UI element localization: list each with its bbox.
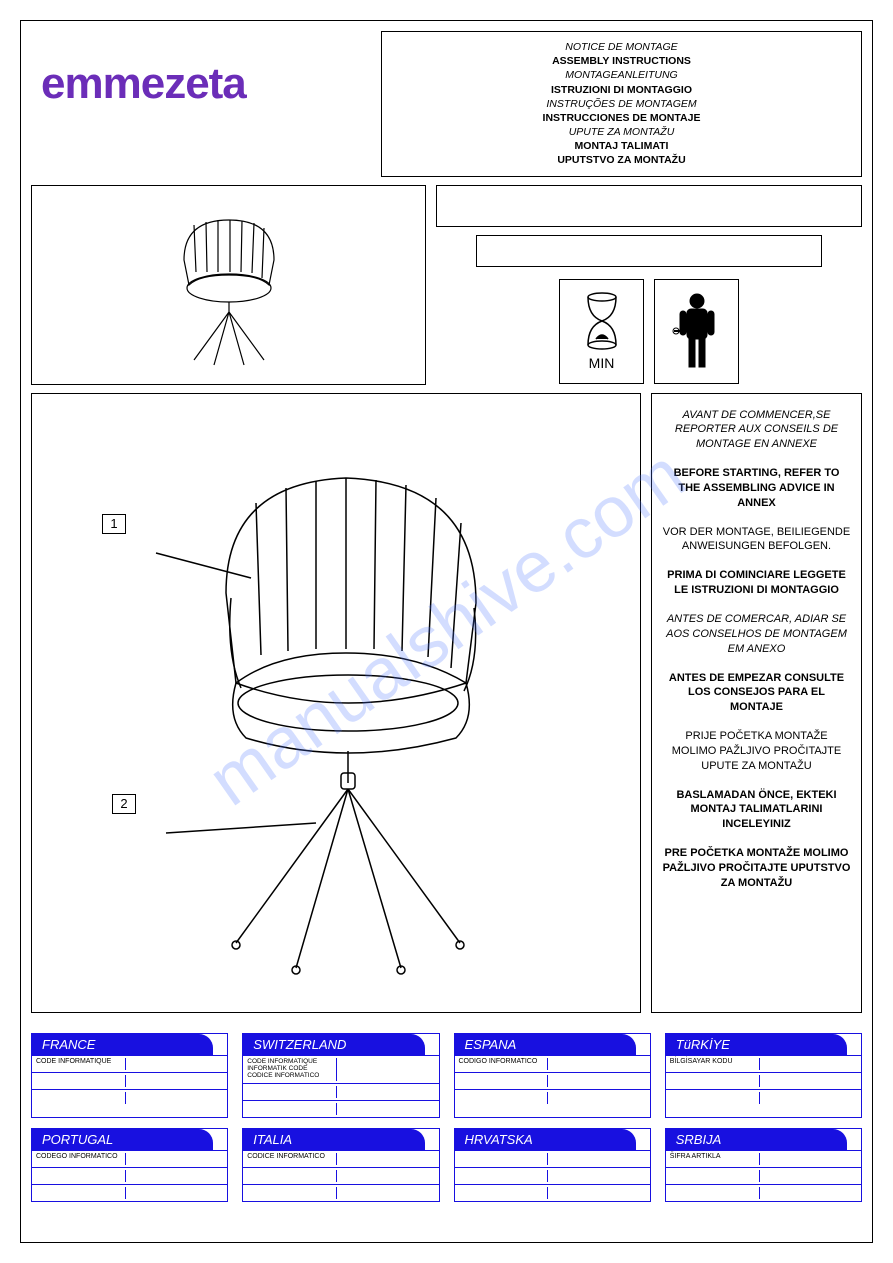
exploded-diagram: 1 2 xyxy=(31,393,641,1013)
country-box-italia: ITALIA CODICE INFORMATICO xyxy=(242,1128,439,1202)
country-name: SRBIJA xyxy=(666,1129,847,1150)
time-icon-cell: MIN xyxy=(559,279,644,384)
advice-panel: AVANT DE COMMENCER,SE REPORTER AUX CONSE… xyxy=(651,393,862,1013)
country-box-portugal: PORTUGAL CODEGO INFORMATICO xyxy=(31,1128,228,1202)
country-name: ITALIA xyxy=(243,1129,424,1150)
info-column: MIN xyxy=(436,185,862,385)
instr-line: UPUTE ZA MONTAŽU xyxy=(392,125,851,139)
country-box-switzerland: SWITZERLAND CODE INFORMATIQUE INFORMATIK… xyxy=(242,1033,439,1118)
code-label: CODICE INFORMATICO xyxy=(247,1153,337,1165)
advice-line: VOR DER MONTAGE, BEILIEGENDE ANWEISUNGEN… xyxy=(662,525,851,555)
advice-line: ANTES DE EMPEZAR CONSULTE LOS CONSEJOS P… xyxy=(662,671,851,716)
preview-row: MIN xyxy=(31,185,862,385)
advice-line: BASLAMADAN ÖNCE, EKTEKI MONTAJ TALIMATLA… xyxy=(662,788,851,833)
instr-line: INSTRUÇÕES DE MONTAGEM xyxy=(392,97,851,111)
instructions-title-box: NOTICE DE MONTAGE ASSEMBLY INSTRUCTIONS … xyxy=(381,31,862,177)
person-icon-cell xyxy=(654,279,739,384)
code-label: CODEGO INFORMATICO xyxy=(36,1153,126,1165)
callout-2: 2 xyxy=(112,794,136,814)
blank-field-2 xyxy=(476,235,822,267)
callout-1: 1 xyxy=(102,514,126,534)
min-label: MIN xyxy=(589,355,615,371)
instr-line: MONTAJ TALIMATI xyxy=(392,139,851,153)
instr-line: INSTRUCCIONES DE MONTAJE xyxy=(392,111,851,125)
instr-line: ISTRUZIONI DI MONTAGGIO xyxy=(392,83,851,97)
main-row: 1 2 xyxy=(31,393,862,1013)
instr-line: NOTICE DE MONTAGE xyxy=(392,40,851,54)
code-label xyxy=(459,1153,549,1165)
logo-box: emmezeta xyxy=(31,31,371,136)
product-preview xyxy=(31,185,426,385)
advice-line: ANTES DE COMERCAR, ADIAR SE AOS CONSELHO… xyxy=(662,612,851,657)
advice-line: PRE POČETKA MONTAŽE MOLIMO PAŽLJIVO PROČ… xyxy=(662,846,851,891)
advice-line: PRIMA DI COMINCIARE LEGGETE LE ISTRUZION… xyxy=(662,568,851,598)
country-name: PORTUGAL xyxy=(32,1129,213,1150)
country-box-turkiye: TüRKİYE BİLGİSAYAR KODU xyxy=(665,1033,862,1118)
code-label: ŠIFRA ARTIKLA xyxy=(670,1153,760,1165)
country-box-srbija: SRBIJA ŠIFRA ARTIKLA xyxy=(665,1128,862,1202)
advice-line: BEFORE STARTING, REFER TO THE ASSEMBLING… xyxy=(662,466,851,511)
header-row: emmezeta NOTICE DE MONTAGE ASSEMBLY INST… xyxy=(31,31,862,177)
hourglass-icon xyxy=(582,291,622,351)
code-label: CODE INFORMATIQUE xyxy=(36,1058,126,1070)
code-label: CODIGO INFORMATICO xyxy=(459,1058,549,1070)
country-name: FRANCE xyxy=(32,1034,213,1055)
spec-icons: MIN xyxy=(436,279,862,384)
instr-line: UPUTSTVO ZA MONTAŽU xyxy=(392,153,851,167)
country-name: HRVATSKA xyxy=(455,1129,636,1150)
code-label: BİLGİSAYAR KODU xyxy=(670,1058,760,1070)
brand-logo: emmezeta xyxy=(41,59,246,109)
advice-line: AVANT DE COMMENCER,SE REPORTER AUX CONSE… xyxy=(662,408,851,453)
country-grid: FRANCE CODE INFORMATIQUE SWITZERLAND COD… xyxy=(31,1033,862,1202)
blank-field-1 xyxy=(436,185,862,227)
code-label: CODE INFORMATIQUE INFORMATIK CODE CODICE… xyxy=(247,1058,337,1081)
country-box-espana: ESPANA CODIGO INFORMATICO xyxy=(454,1033,651,1118)
instr-line: ASSEMBLY INSTRUCTIONS xyxy=(392,54,851,68)
page-frame: emmezeta NOTICE DE MONTAGE ASSEMBLY INST… xyxy=(20,20,873,1243)
country-box-france: FRANCE CODE INFORMATIQUE xyxy=(31,1033,228,1118)
chair-small-icon xyxy=(154,200,304,370)
country-name: ESPANA xyxy=(455,1034,636,1055)
country-name: TüRKİYE xyxy=(666,1034,847,1055)
advice-line: PRIJE POČETKA MONTAŽE MOLIMO PAŽLJIVO PR… xyxy=(662,729,851,774)
person-icon xyxy=(672,291,722,371)
country-box-hrvatska: HRVATSKA xyxy=(454,1128,651,1202)
chair-large-icon xyxy=(116,423,556,983)
instr-line: MONTAGEANLEITUNG xyxy=(392,68,851,82)
country-name: SWITZERLAND xyxy=(243,1034,424,1055)
